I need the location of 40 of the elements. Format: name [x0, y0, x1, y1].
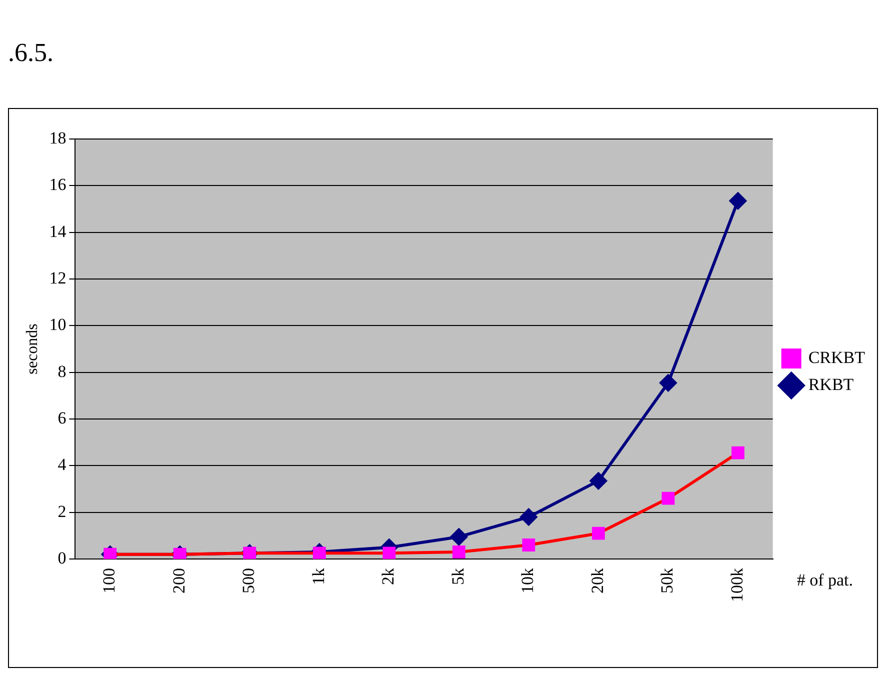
- x-tick-label: 500: [239, 568, 258, 594]
- x-tick-label: 20k: [588, 568, 607, 594]
- point: [243, 546, 256, 559]
- legend-label: CRKBT: [808, 348, 866, 367]
- x-tick-label: 50k: [658, 568, 677, 594]
- y-tick-label: 10: [49, 315, 66, 334]
- x-tick-label: 5k: [448, 568, 468, 585]
- y-tick-label: 14: [49, 222, 67, 241]
- x-tick-label: 10k: [518, 568, 538, 594]
- point: [520, 508, 538, 526]
- point: [731, 446, 744, 460]
- point: [729, 192, 746, 210]
- text: .6.5.: [8, 38, 54, 67]
- point: [104, 548, 117, 559]
- y-tick-label: 12: [49, 268, 66, 288]
- x-tick-label: 200: [169, 568, 188, 594]
- x-axis-title: # of pat.: [796, 570, 854, 590]
- y-tick-label: 8: [58, 362, 66, 381]
- y-tick-label: 18: [49, 128, 66, 148]
- x-tick-label: 2k: [378, 568, 398, 585]
- y-tick-label: 4: [58, 455, 67, 474]
- y-tick-label: 16: [49, 175, 66, 194]
- x-tick-label: 1k: [308, 568, 328, 585]
- x-tick-label: 100: [100, 568, 119, 594]
- y-tick-label: 0: [58, 548, 66, 568]
- point: [173, 548, 186, 559]
- point: [660, 374, 677, 392]
- point: [522, 538, 536, 552]
- point: [382, 546, 396, 559]
- point: [450, 528, 468, 546]
- y-axis-title: seconds: [24, 324, 41, 374]
- point: [592, 526, 605, 540]
- y-tick-label: 2: [58, 502, 66, 521]
- y-tick-label: 6: [58, 408, 66, 428]
- legend-label: RKBT: [808, 374, 854, 394]
- x-tick-label: 100k: [727, 568, 746, 602]
- point: [452, 546, 466, 558]
- point: [312, 546, 326, 559]
- point: [662, 492, 675, 505]
- point: [590, 472, 607, 490]
